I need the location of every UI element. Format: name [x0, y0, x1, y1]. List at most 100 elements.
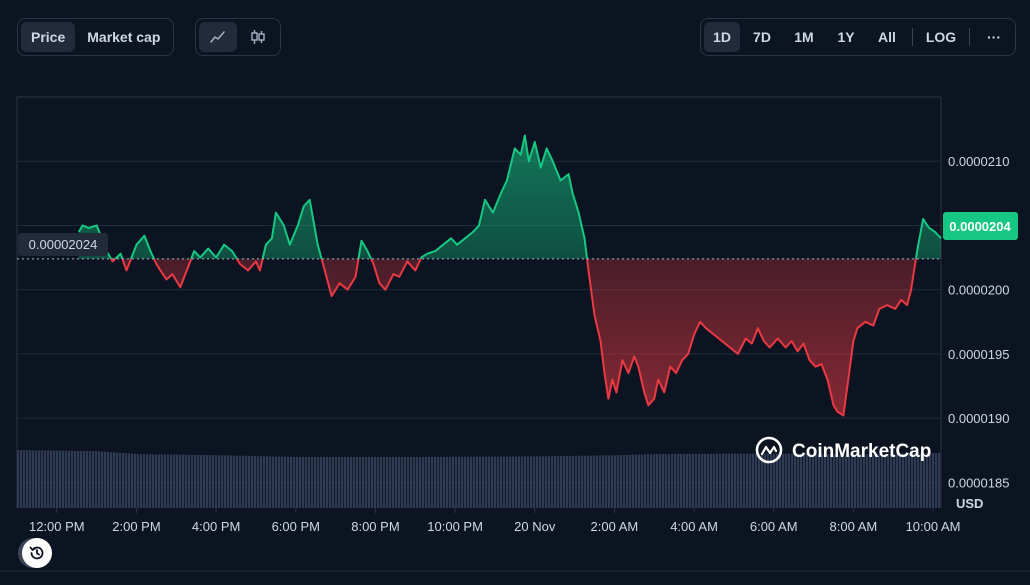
volume-bar [578, 455, 581, 508]
volume-bar [545, 456, 548, 508]
x-tick-label: 6:00 AM [750, 519, 798, 534]
volume-bar [26, 450, 29, 508]
volume-bar [848, 454, 851, 508]
range-1m-button[interactable]: 1M [794, 29, 814, 45]
more-options-button[interactable]: ··· [987, 29, 1001, 45]
volume-bar [413, 456, 416, 508]
volume-bar [215, 455, 218, 508]
volume-bar [530, 456, 533, 508]
range-1y-button[interactable]: 1Y [837, 29, 855, 45]
volume-bar [809, 453, 812, 508]
volume-bar [575, 455, 578, 508]
y-axis: 0.00002100.00002050.00002000.00001950.00… [948, 154, 1009, 490]
volume-bar [77, 450, 80, 508]
volume-bar [722, 453, 725, 508]
volume-bar [86, 451, 89, 508]
volume-bar [818, 454, 821, 508]
volume-bar [926, 453, 929, 508]
x-tick-label: 12:00 PM [29, 519, 85, 534]
volume-bar [794, 453, 797, 508]
volume-bar [599, 455, 602, 508]
volume-bar [257, 456, 260, 508]
volume-bar [425, 456, 428, 508]
current-price-badge: 0.0000204 [943, 212, 1018, 240]
price-tab[interactable]: Price [21, 22, 76, 52]
volume-bar [230, 455, 233, 508]
volume-bar [686, 453, 689, 508]
volume-bar [488, 456, 491, 508]
volume-bar [497, 456, 500, 508]
volume-bar [872, 454, 875, 508]
volume-bar [620, 455, 623, 508]
volume-bar [602, 455, 605, 508]
x-tick-label: 10:00 PM [427, 519, 483, 534]
volume-bar [338, 456, 341, 508]
volume-bar [617, 455, 620, 508]
volume-bar [812, 454, 815, 508]
log-scale-button[interactable]: LOG [925, 29, 957, 45]
volume-bar [470, 456, 473, 508]
volume-bar [491, 456, 494, 508]
volume-bar [434, 456, 437, 508]
volume-bar [509, 456, 512, 508]
volume-bar [185, 454, 188, 508]
chart-type-toggle: Price Market cap [17, 18, 175, 56]
x-tick-label: 10:00 AM [906, 519, 961, 534]
volume-bar [746, 453, 749, 508]
volume-bar [560, 456, 563, 508]
y-tick-label: 0.0000200 [948, 283, 1009, 298]
volume-bar [431, 456, 434, 508]
volume-bar [203, 455, 206, 508]
volume-bar [704, 453, 707, 508]
volume-bar [308, 456, 311, 508]
volume-bar [410, 456, 413, 508]
volume-bar [59, 450, 62, 508]
volume-bar [302, 456, 305, 508]
volume-bar [440, 456, 443, 508]
volume-bar [905, 453, 908, 508]
range-1d-button[interactable]: 1D [704, 22, 740, 52]
watermark-text: CoinMarketCap [792, 441, 931, 462]
range-7d-button[interactable]: 7D [753, 29, 771, 45]
volume-bar [779, 453, 782, 508]
volume-bar [683, 453, 686, 508]
volume-bar [536, 456, 539, 508]
volume-bar [146, 454, 149, 508]
volume-bar [659, 454, 662, 508]
volume-bar [329, 456, 332, 508]
volume-bar [806, 453, 809, 508]
volume-bar [827, 454, 830, 508]
range-all-button[interactable]: All [878, 29, 896, 45]
volume-bar [407, 456, 410, 508]
candlestick-button[interactable] [239, 22, 277, 52]
volume-bar [53, 450, 56, 508]
volume-bar [98, 451, 101, 508]
volume-bar [392, 456, 395, 508]
volume-bar [155, 454, 158, 508]
x-tick-label: 8:00 PM [351, 519, 399, 534]
volume-bar [533, 456, 536, 508]
volume-bar [272, 456, 275, 508]
volume-bar [737, 453, 740, 508]
volume-bar [791, 453, 794, 508]
volume-bar [41, 450, 44, 508]
volume-bar [677, 453, 680, 508]
volume-bar [197, 454, 200, 508]
volume-bar [362, 456, 365, 508]
volume-bar [143, 454, 146, 508]
price-line-down [109, 258, 917, 417]
volume-bar [485, 456, 488, 508]
volume-bar [263, 456, 266, 508]
current-price-label: 0.0000204 [949, 219, 1011, 234]
volume-bar [875, 454, 878, 508]
volume-bar [932, 453, 935, 508]
volume-bar [311, 456, 314, 508]
volume-bar [590, 455, 593, 508]
line-chart-button[interactable] [199, 22, 237, 52]
volume-bar [287, 456, 290, 508]
history-button[interactable] [22, 538, 52, 568]
volume-bar [548, 456, 551, 508]
volume-bar [29, 450, 32, 508]
market-cap-tab[interactable]: Market cap [87, 29, 161, 45]
